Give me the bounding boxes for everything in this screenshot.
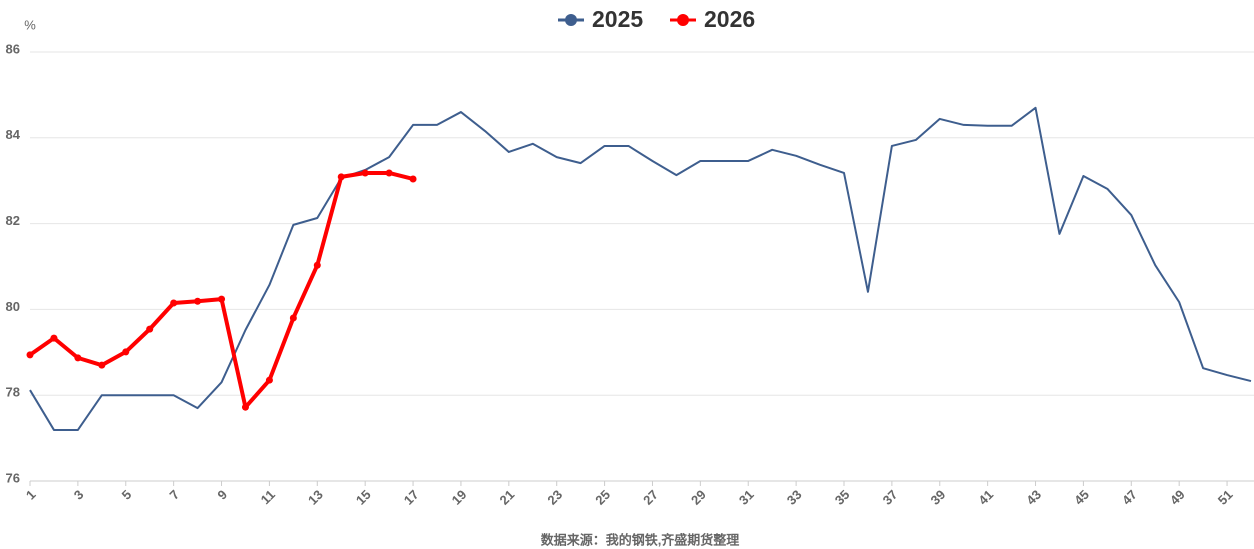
point [241,403,249,411]
x-tick-label: 19 [449,487,470,508]
legend-label: 2025 [592,6,643,32]
point [98,361,106,369]
x-tick-label: 17 [401,487,422,508]
point [26,351,34,359]
point [146,325,154,333]
x-tick-label: 51 [1215,487,1236,508]
x-tick-label: 35 [832,487,853,508]
point [313,261,321,269]
point [74,354,82,362]
y-tick-label: 76 [6,470,20,485]
point [337,173,345,181]
legend-marker [565,14,577,26]
point [409,175,417,183]
x-tick-label: 27 [640,487,661,508]
x-tick-label: 37 [880,487,901,508]
x-tick-label: 5 [119,487,135,503]
point [385,169,393,177]
unit-label: % [24,17,36,32]
point [194,297,202,305]
legend-label: 2026 [704,6,755,32]
x-tick-label: 11 [258,487,278,507]
x-tick-label: 23 [544,487,565,508]
point [265,376,273,384]
source-note: 数据来源：我的钢铁,齐盛期货整理 [541,532,740,547]
legend-marker [677,14,689,26]
x-tick-label: 41 [975,487,996,508]
y-tick-label: 80 [6,299,20,314]
x-tick-label: 45 [1071,487,1092,508]
x-tick-label: 3 [71,487,87,503]
x-tick-label: 33 [784,487,805,508]
x-tick-label: 13 [305,487,326,508]
x-tick-label: 29 [688,487,709,508]
x-tick-label: 9 [214,487,230,503]
series-line [29,106,1252,431]
y-tick-label: 84 [6,127,21,142]
x-tick-label: 39 [927,487,948,508]
y-tick-label: 86 [6,41,20,56]
point [218,295,226,303]
y-tick-label: 78 [6,385,20,400]
y-tick-label: 82 [6,213,20,228]
point [50,334,58,342]
x-tick-label: 43 [1023,487,1044,508]
point [122,348,130,356]
point [170,299,178,307]
x-tick-label: 31 [736,487,757,508]
series-line [28,170,414,410]
x-tick-label: 49 [1167,487,1188,508]
x-tick-label: 21 [497,487,518,508]
x-tick-label: 15 [353,487,374,508]
x-tick-label: 1 [23,487,39,503]
x-tick-label: 47 [1119,487,1140,508]
x-tick-label: 25 [592,487,613,508]
point [289,314,297,322]
x-tick-label: 7 [166,487,182,503]
point [361,169,369,177]
